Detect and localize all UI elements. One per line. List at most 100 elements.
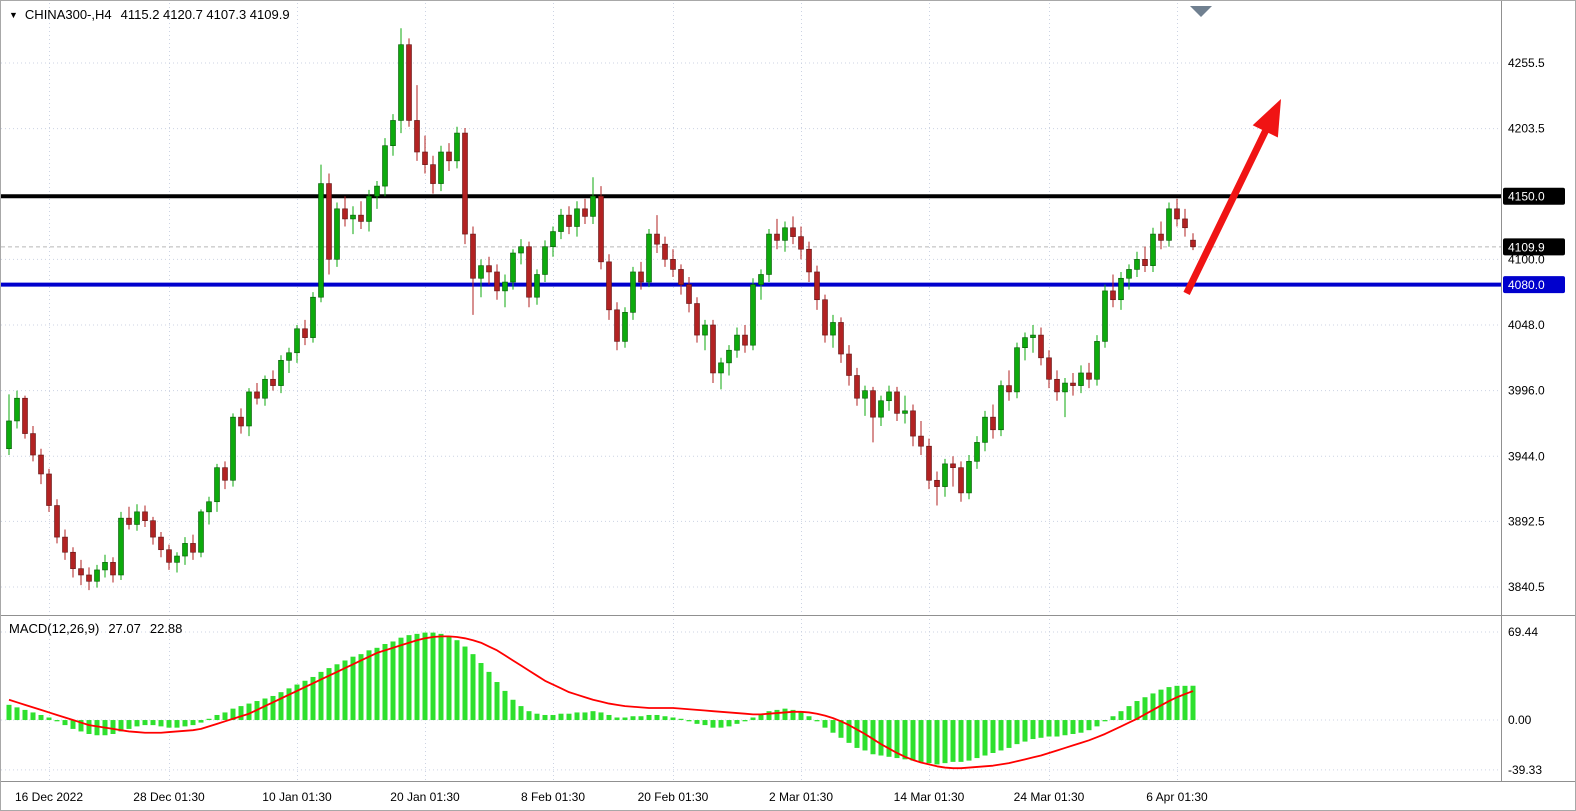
candle xyxy=(598,186,604,270)
macd-bar xyxy=(550,714,556,721)
trend-arrow[interactable] xyxy=(1183,98,1281,295)
macd-bar xyxy=(790,709,796,721)
candle-body xyxy=(630,271,636,313)
time-axis-label: 8 Feb 01:30 xyxy=(521,790,585,804)
macd-bar xyxy=(206,718,212,721)
candle-body xyxy=(598,195,604,263)
macd-bar xyxy=(582,712,588,721)
candle xyxy=(766,229,772,283)
candle-body xyxy=(510,252,516,283)
candle-body xyxy=(126,517,132,525)
candle xyxy=(46,468,52,512)
candle-body xyxy=(1158,233,1164,241)
candle xyxy=(758,269,764,300)
candle xyxy=(1022,332,1028,361)
macd-bar xyxy=(782,708,788,721)
macd-bar xyxy=(774,709,780,721)
macd-bar xyxy=(998,720,1004,751)
candle xyxy=(518,239,524,265)
candle-body xyxy=(966,461,972,494)
macd-bar xyxy=(214,714,220,721)
candle xyxy=(382,138,388,197)
candle xyxy=(350,206,356,235)
macd-bar xyxy=(182,720,188,727)
macd-bar xyxy=(638,716,644,721)
price-badge: 4109.9 xyxy=(1503,238,1565,256)
macd-bar xyxy=(822,720,828,728)
macd-bar xyxy=(974,720,980,759)
candle-body xyxy=(222,467,228,481)
candle xyxy=(262,375,268,406)
macd-bar xyxy=(1030,720,1036,740)
trend-arrow-shaft[interactable] xyxy=(1183,123,1272,295)
candle xyxy=(878,395,884,426)
macd-bar xyxy=(662,716,668,721)
candle-body xyxy=(230,416,236,481)
macd-bar xyxy=(30,712,36,721)
candle-body xyxy=(678,269,684,285)
macd-bar xyxy=(678,718,684,721)
candle-body xyxy=(750,284,756,346)
macd-bar xyxy=(1046,720,1052,737)
macd-bar xyxy=(622,717,628,721)
candle-body xyxy=(318,183,324,298)
candle xyxy=(918,420,924,456)
macd-bar xyxy=(22,709,28,721)
candle xyxy=(670,249,676,278)
macd-bar xyxy=(518,706,524,721)
macd-axis[interactable]: 69.44 0.00 -39.33 xyxy=(1508,625,1542,777)
price-axis[interactable]: 4255.5 4203.5 4100.0 4048.0 3996.0 3944.0 3892… xyxy=(1503,56,1565,594)
macd-bar xyxy=(758,714,764,721)
macd-bar xyxy=(990,720,996,753)
candle-body xyxy=(1118,277,1124,301)
candle-body xyxy=(38,454,44,475)
candle-body xyxy=(518,246,524,254)
macd-bar xyxy=(1142,697,1148,721)
time-axis-label: 20 Jan 01:30 xyxy=(390,790,460,804)
candle-body xyxy=(670,259,676,270)
candle xyxy=(718,357,724,390)
time-axis-label: 20 Feb 01:30 xyxy=(638,790,709,804)
trend-arrow-head[interactable] xyxy=(1252,98,1281,138)
candle-body xyxy=(1174,208,1180,220)
macd-bar xyxy=(318,671,324,721)
candle-body xyxy=(302,328,308,338)
candle xyxy=(534,269,540,305)
macd-bar xyxy=(326,668,332,721)
candle xyxy=(70,547,76,578)
candle-body xyxy=(814,271,820,301)
macd-bar xyxy=(334,664,340,721)
macd-bar xyxy=(606,714,612,721)
time-axis[interactable]: 16 Dec 2022 28 Dec 01:30 10 Jan 01:30 20 Ja… xyxy=(15,790,1208,804)
candle xyxy=(174,552,180,573)
candle xyxy=(558,208,564,240)
candle-body xyxy=(1182,218,1188,229)
candle xyxy=(158,532,164,558)
candle-body xyxy=(846,353,852,376)
candle xyxy=(22,395,28,439)
candle xyxy=(1110,274,1116,308)
macd-bar xyxy=(926,720,932,764)
macd-bar xyxy=(486,671,492,721)
candle xyxy=(582,198,588,224)
candle xyxy=(750,278,756,351)
macd-bar xyxy=(854,720,860,748)
macd-bar xyxy=(278,692,284,721)
candle xyxy=(62,529,68,560)
candle xyxy=(1014,342,1020,399)
candle xyxy=(462,128,468,245)
candle xyxy=(822,294,828,343)
macd-bar xyxy=(158,720,164,727)
candle xyxy=(1150,227,1156,272)
time-axis-label: 16 Dec 2022 xyxy=(15,790,83,804)
macd-bar xyxy=(646,714,652,721)
macd-bar xyxy=(542,714,548,721)
candle-body xyxy=(990,416,996,431)
candle-body xyxy=(1054,378,1060,393)
macd-bar xyxy=(1182,685,1188,721)
candle-body xyxy=(590,195,596,217)
time-axis-label: 24 Mar 01:30 xyxy=(1014,790,1085,804)
candle xyxy=(710,319,716,384)
candle xyxy=(974,436,980,469)
